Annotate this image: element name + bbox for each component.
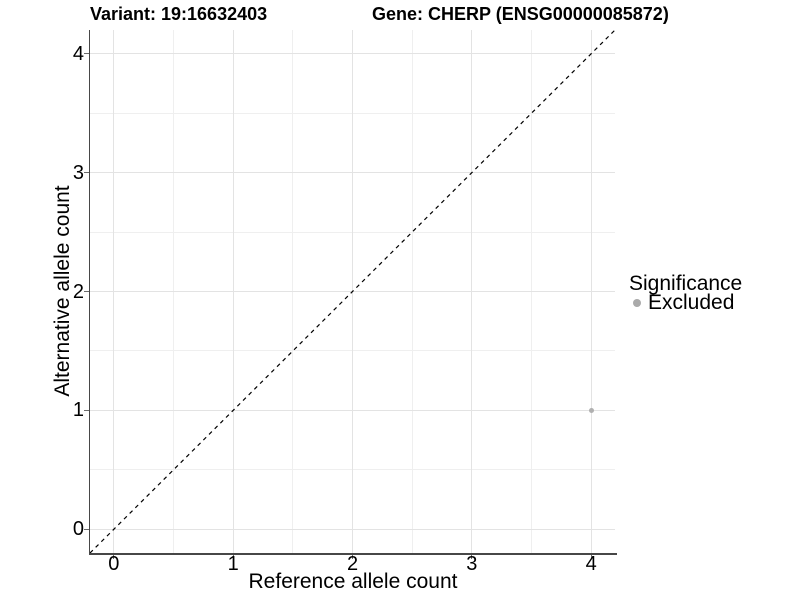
y-tick-label: 2 [72,280,84,303]
y-tick-mark [84,53,89,55]
identity-line [90,30,615,553]
x-tick-label: 4 [585,553,597,575]
y-tick-mark [84,290,89,293]
y-tick-mark [84,409,89,411]
reference-line-layer [90,30,615,553]
x-tick-mark [113,554,115,559]
plot-title-variant: Variant: 19:16632403 [90,4,268,24]
y-axis-line [88,29,90,555]
data-point [588,407,594,413]
x-tick-mark [590,554,592,559]
gridline-y-major [90,172,615,174]
gridline-y-major [90,528,615,530]
x-tick-label: 0 [108,553,120,575]
x-tick-mark [351,554,354,559]
x-tick-mark [232,554,234,559]
x-tick-label: 2 [346,553,359,575]
x-tick-label: 1 [227,553,239,575]
gridline-y-major [90,409,615,411]
x-axis-line [88,553,617,555]
y-tick-label: 3 [72,161,84,184]
gridline-y-major [90,53,615,55]
plot-panel [90,30,615,553]
y-tick-label: 4 [72,42,84,65]
x-tick-mark [471,554,473,559]
x-axis-title: Reference allele count [248,570,458,593]
y-tick-label: 1 [72,399,84,422]
legend-item-label: Excluded [648,291,735,314]
y-tick-mark [84,528,89,530]
legend-title: Significance [629,272,743,295]
plot-title-gene: Gene: CHERP (ENSG00000085872) [372,4,669,24]
x-tick-label: 3 [466,553,478,575]
legend-item-excluded: Excluded [633,291,734,315]
y-tick-label: 0 [72,518,84,541]
y-tick-mark [84,172,89,174]
legend-key-dot-icon [633,299,641,307]
